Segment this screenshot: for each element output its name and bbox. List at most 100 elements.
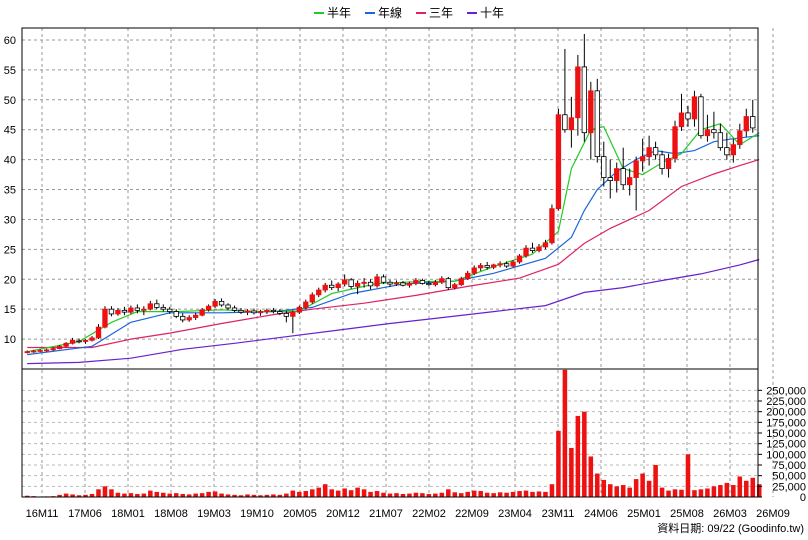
volume-bar — [264, 494, 270, 497]
candle-body — [639, 156, 646, 162]
volume-bar — [504, 492, 509, 497]
candle-body — [478, 265, 484, 269]
candle-body — [63, 342, 69, 347]
legend-item-year: 年線 — [365, 4, 402, 21]
volume-bar — [193, 493, 198, 497]
candle-body — [698, 96, 704, 137]
volume-bars — [24, 369, 762, 498]
volume-bar — [549, 484, 555, 497]
volume-bar — [297, 491, 302, 497]
candle-body — [141, 308, 147, 311]
candle-body — [678, 112, 685, 128]
volume-tick-label: 125,000 — [766, 439, 806, 451]
volume-bar — [96, 489, 101, 497]
volume-bar — [122, 493, 127, 497]
volume-bar — [484, 492, 490, 497]
volume-bar — [335, 490, 341, 497]
candle-body — [24, 351, 30, 354]
candle-body — [458, 278, 464, 286]
candle-body — [69, 339, 76, 344]
volume-bar — [316, 487, 322, 497]
volume-bar — [530, 491, 535, 497]
volume-bar — [355, 487, 360, 497]
volume-bar — [465, 491, 471, 497]
volume-tick-label: 200,000 — [766, 407, 806, 419]
volume-bar — [251, 494, 257, 497]
volume-bar — [83, 494, 88, 497]
candle-body — [445, 278, 451, 289]
credit-source: (Goodinfo.tw) — [737, 523, 804, 535]
volume-bar — [206, 491, 211, 497]
candle-body — [614, 168, 620, 181]
candle-body — [251, 310, 257, 314]
volume-bar — [756, 484, 762, 497]
legend-item-half-year: 半年 — [314, 4, 351, 21]
candle-body — [303, 301, 309, 308]
volume-bar — [199, 493, 205, 497]
x-tick-label: 26M09 — [756, 508, 790, 520]
x-tick-label: 16M11 — [26, 508, 59, 520]
x-tick-label: 23M04 — [498, 508, 532, 520]
x-tick-label: 19M10 — [240, 508, 274, 520]
volume-tick-label: 25,000 — [772, 481, 806, 493]
volume-bar — [186, 494, 192, 497]
volume-bar — [167, 493, 173, 497]
candle-body — [102, 308, 108, 328]
volume-tick-label: 50,000 — [772, 471, 806, 483]
candle-body — [154, 303, 160, 308]
volume-bar — [309, 489, 315, 497]
x-tick-label: 22M09 — [455, 508, 489, 520]
candle-body — [665, 158, 672, 169]
candlesticks — [24, 33, 756, 354]
candle-body — [439, 278, 445, 283]
volume-bar — [614, 486, 619, 497]
candle-body — [108, 308, 115, 315]
legend: 半年 年線 三年 十年 — [314, 4, 504, 21]
volume-bar — [173, 493, 179, 497]
price-frame — [21, 27, 759, 370]
candle-body — [627, 177, 633, 186]
candle-body — [465, 272, 471, 280]
candle-body — [568, 117, 575, 131]
price-tick-label: 55 — [4, 65, 16, 77]
candle-body — [393, 282, 400, 285]
volume-bar — [731, 485, 736, 497]
volume-bar — [737, 476, 743, 497]
x-tick-label: 23M11 — [542, 508, 575, 520]
x-tick-label: 18M01 — [111, 508, 145, 520]
candle-body — [212, 300, 218, 307]
volume-bar — [478, 491, 483, 497]
price-axis-ticks: 10 15 20 25 30 35 40 45 50 55 60 — [4, 35, 16, 346]
candle-body — [309, 294, 315, 303]
candle-body — [724, 147, 730, 156]
volume-bar — [303, 491, 309, 497]
volume-bar — [368, 491, 373, 497]
volume-bar — [258, 495, 263, 497]
volume-bar — [420, 493, 425, 497]
candle-body — [322, 284, 328, 291]
volume-bar — [601, 479, 607, 497]
volume-bar — [63, 493, 69, 497]
price-tick-label: 30 — [4, 214, 16, 226]
candle-body — [601, 156, 607, 178]
candle-body — [115, 309, 121, 315]
candle-body — [205, 305, 212, 311]
volume-bar — [154, 491, 160, 497]
volume-bar — [510, 491, 516, 497]
price-tick-label: 10 — [4, 334, 16, 346]
candle-body — [225, 304, 231, 309]
candle-body — [542, 242, 549, 248]
volume-bar — [458, 493, 464, 497]
candle-body — [348, 279, 354, 287]
candle-body — [44, 349, 50, 352]
candle-body — [354, 283, 361, 287]
candle-body — [490, 264, 497, 268]
volume-bar — [89, 494, 95, 497]
volume-bar — [620, 485, 626, 497]
candle-body — [82, 339, 89, 342]
candle-body — [329, 284, 335, 289]
x-tick-label: 24M06 — [584, 508, 618, 520]
credit-label: 資料日期: — [657, 523, 705, 535]
candle-body — [270, 309, 277, 312]
legend-swatch-half-year — [314, 11, 324, 14]
